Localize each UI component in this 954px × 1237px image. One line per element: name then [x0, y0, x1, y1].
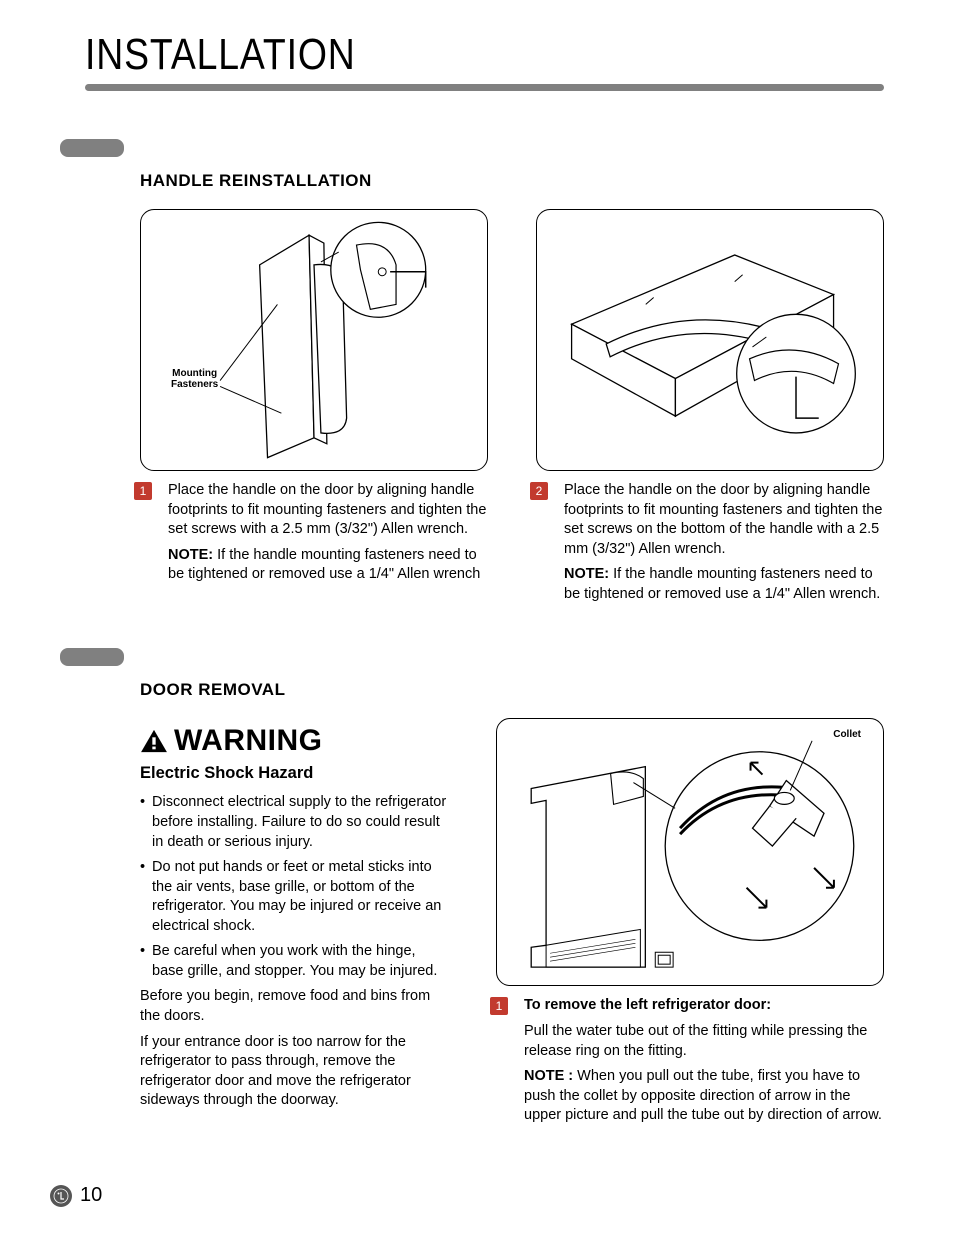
- brand-badge-icon: [50, 1185, 72, 1207]
- title-rule: [85, 84, 884, 91]
- door-step1-title: To remove the left refrigerator door:: [524, 996, 884, 1016]
- warning-word: WARNING: [174, 724, 323, 758]
- bullet-1: Disconnect electrical supply to the refr…: [140, 793, 448, 852]
- handle-col-2: 2 Place the handle on the door by aligni…: [536, 209, 884, 610]
- section-door-removal: DOOR REMOVAL WARNING Electric Shock Haza…: [60, 648, 884, 1131]
- step-badge-1: 1: [134, 482, 152, 500]
- step-badge-2: 2: [530, 482, 548, 500]
- warning-triangle-icon: [140, 729, 168, 753]
- step2-note: NOTE: If the handle mounting fasteners n…: [564, 565, 884, 604]
- section-heading-handle: HANDLE REINSTALLATION: [140, 171, 884, 191]
- figure-handle-1: MountingFasteners: [140, 209, 488, 471]
- handle-step-2: 2 Place the handle on the door by aligni…: [536, 481, 884, 610]
- page-title: INSTALLATION: [85, 30, 764, 80]
- door-step-badge-1: 1: [490, 997, 508, 1015]
- step1-text: Place the handle on the door by aligning…: [168, 481, 488, 540]
- step1-note: NOTE: If the handle mounting fasteners n…: [168, 546, 488, 585]
- bullet-2: Do not put hands or feet or metal sticks…: [140, 858, 448, 936]
- handle-columns: MountingFasteners 1: [140, 209, 884, 610]
- section-tab-2: [60, 648, 124, 666]
- handle-step-1: 1 Place the handle on the door by aligni…: [140, 481, 488, 591]
- drawer-handle-illustration: [537, 210, 883, 470]
- bullet-3: Be careful when you work with the hinge,…: [140, 942, 448, 981]
- handle-col-1: MountingFasteners 1: [140, 209, 488, 610]
- page-number: 10: [80, 1184, 102, 1207]
- para-before-begin: Before you begin, remove food and bins f…: [140, 987, 448, 1026]
- warning-subhead: Electric Shock Hazard: [140, 764, 448, 783]
- figure-handle-2: [536, 209, 884, 471]
- figure-door-removal: Collet: [496, 718, 884, 986]
- collet-label: Collet: [833, 729, 861, 740]
- section-tab: [60, 139, 124, 157]
- warning-bullets: Disconnect electrical supply to the refr…: [140, 793, 448, 981]
- door-removal-illustration: [497, 719, 883, 985]
- warning-header: WARNING: [140, 724, 448, 758]
- door-step1-text: Pull the water tube out of the fitting w…: [524, 1022, 884, 1061]
- para-entrance-narrow: If your entrance door is too narrow for …: [140, 1033, 448, 1111]
- page-footer: 10: [50, 1184, 102, 1207]
- step2-text: Place the handle on the door by aligning…: [564, 481, 884, 559]
- door-step1-note: NOTE : When you pull out the tube, first…: [524, 1067, 884, 1126]
- mounting-fasteners-label: MountingFasteners: [171, 368, 218, 390]
- handle-door-illustration: [141, 210, 487, 470]
- door-step-1: 1 To remove the left refrigerator door: …: [496, 996, 884, 1131]
- section-heading-door: DOOR REMOVAL: [140, 680, 884, 700]
